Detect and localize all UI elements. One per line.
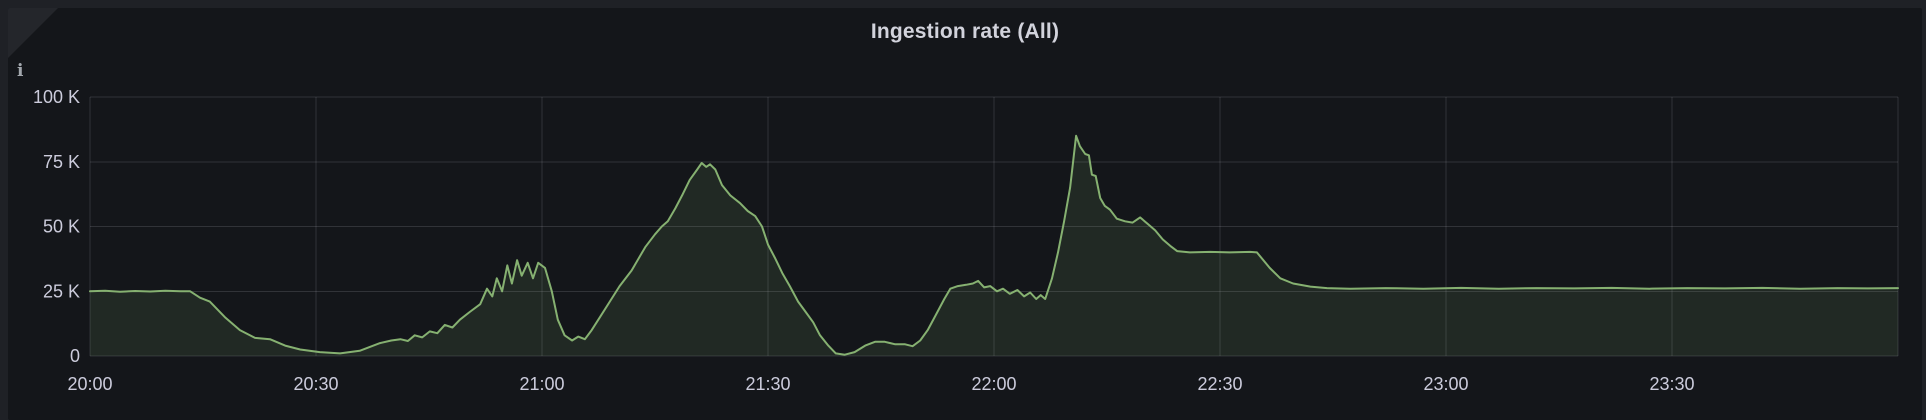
grafana-panel: 0 25 K 50 K 75 K 100 K 20:00 20:30 21:00 21:30 22…: [8, 8, 1922, 420]
series-line[interactable]: [89, 134, 1899, 356]
x-tick-label: 22:00: [971, 374, 1016, 394]
series-area: [90, 135, 1898, 356]
info-icon[interactable]: i: [17, 61, 24, 81]
y-tick-label: 75 K: [43, 152, 80, 172]
x-tick-label: 23:00: [1423, 374, 1468, 394]
panel-info-corner[interactable]: i: [8, 8, 58, 80]
x-tick-label: 23:30: [1649, 374, 1694, 394]
panel-title[interactable]: Ingestion rate (All): [870, 20, 1060, 43]
x-tick-label: 20:30: [293, 374, 338, 394]
chart-canvas[interactable]: 0 25 K 50 K 75 K 100 K 20:00 20:30 21:00 21:30 22…: [8, 8, 1922, 420]
x-tick-label: 20:00: [67, 374, 112, 394]
x-tick-label: 21:30: [745, 374, 790, 394]
y-tick-label: 50 K: [43, 217, 80, 237]
y-tick-label: 0: [70, 346, 80, 366]
y-tick-label: 100 K: [33, 87, 80, 107]
x-tick-label: 22:30: [1197, 374, 1242, 394]
y-tick-label: 25 K: [43, 281, 80, 301]
x-tick-label: 21:00: [519, 374, 564, 394]
